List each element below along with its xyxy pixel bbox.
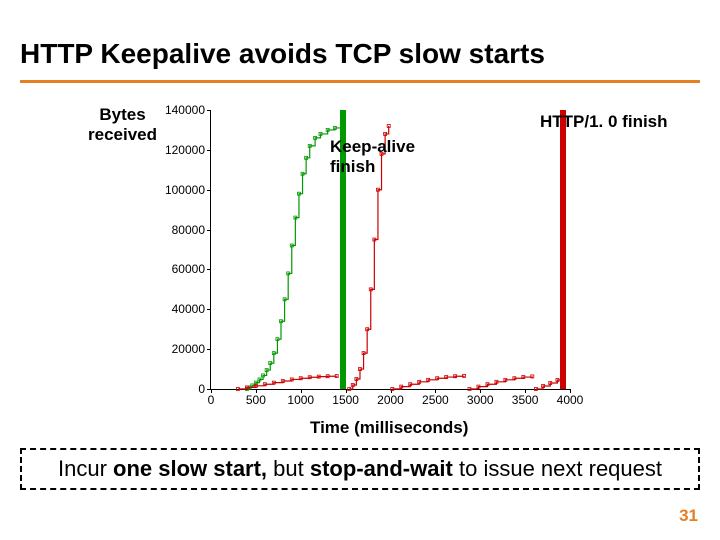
y-tick-label: 40000 xyxy=(172,302,211,316)
y-tick-label: 60000 xyxy=(172,262,211,276)
footnote-text-3: to issue next request xyxy=(453,456,662,481)
footnote-text-2: but xyxy=(267,456,310,481)
slide-title: HTTP Keepalive avoids TCP slow starts xyxy=(20,38,545,70)
y-tick-label: 100000 xyxy=(165,183,211,197)
annotation-keepalive-l1: Keep-alive xyxy=(330,137,415,156)
title-underline xyxy=(20,80,700,83)
annotation-keepalive: Keep-alive finish xyxy=(330,137,415,176)
y-tick-label: 80000 xyxy=(172,223,211,237)
footnote-bold-1: one slow start, xyxy=(113,456,267,481)
y-axis-label-line1: Bytes xyxy=(99,105,145,124)
x-axis-label: Time (milliseconds) xyxy=(310,418,468,438)
footnote-text-1: Incur xyxy=(58,456,113,481)
annotation-http10: HTTP/1. 0 finish xyxy=(540,112,668,132)
annotation-keepalive-l2: finish xyxy=(330,157,375,176)
y-tick-label: 140000 xyxy=(165,103,211,117)
y-tick-label: 20000 xyxy=(172,342,211,356)
footnote-bold-2: stop-and-wait xyxy=(310,456,453,481)
y-axis-label-line2: received xyxy=(88,125,157,144)
y-axis-label: Bytes received xyxy=(88,105,157,146)
y-tick-label: 120000 xyxy=(165,143,211,157)
page-number: 31 xyxy=(679,506,698,526)
footnote: Incur one slow start, but stop-and-wait … xyxy=(20,448,700,490)
